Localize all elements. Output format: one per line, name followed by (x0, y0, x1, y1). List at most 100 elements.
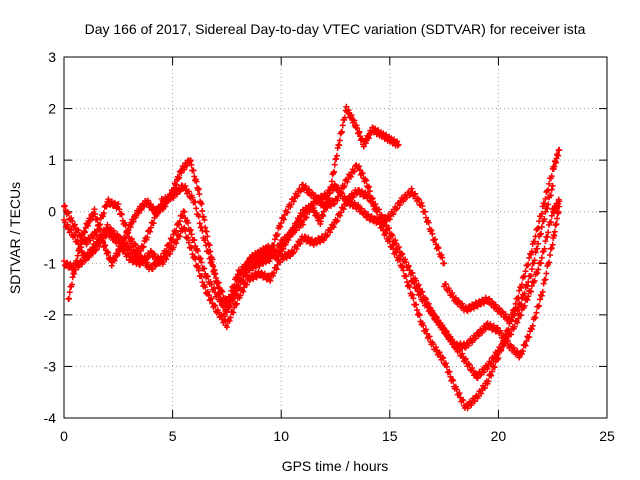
data-point (544, 233, 551, 240)
data-point (170, 244, 177, 251)
data-point (400, 267, 407, 274)
data-point (456, 390, 463, 397)
data-point (289, 250, 296, 257)
data-point (432, 344, 439, 351)
data-point (308, 201, 315, 208)
data-point (192, 199, 199, 206)
data-point (208, 281, 215, 288)
data-point (389, 242, 396, 249)
data-point (197, 255, 204, 262)
data-point (68, 281, 75, 288)
data-point (187, 226, 194, 233)
data-point (418, 199, 425, 206)
data-point (531, 277, 538, 284)
data-point (92, 211, 99, 218)
data-point (339, 128, 346, 135)
data-point (201, 216, 208, 223)
data-point (491, 364, 498, 371)
data-point (549, 241, 556, 248)
data-point (525, 279, 532, 286)
data-point (290, 198, 297, 205)
data-point (556, 203, 563, 210)
data-point (207, 248, 214, 255)
data-point (410, 276, 417, 283)
data-point (336, 137, 343, 144)
data-point (243, 281, 250, 288)
data-point (524, 262, 531, 269)
data-point (99, 213, 106, 220)
plot-frame (63, 56, 608, 419)
data-point (546, 252, 553, 259)
data-point (166, 251, 173, 258)
data-point (328, 178, 335, 185)
data-point (341, 193, 348, 200)
data-point (555, 152, 562, 159)
data-point (426, 333, 433, 340)
data-point (441, 325, 448, 332)
data-point (340, 206, 347, 213)
series-5 (408, 203, 563, 361)
data-point (489, 368, 496, 375)
data-point (363, 177, 370, 184)
data-point (190, 167, 197, 174)
data-point (496, 305, 503, 312)
y-axis-label: SDTVAR / TECUs (7, 182, 23, 294)
data-point (540, 280, 547, 287)
data-point (511, 323, 518, 330)
data-point (240, 288, 247, 295)
data-point (140, 256, 147, 263)
data-point (337, 209, 344, 216)
data-point (114, 251, 121, 258)
data-point (516, 354, 523, 361)
y-tick-label: 2 (48, 101, 56, 117)
data-point (75, 227, 82, 234)
data-point (394, 244, 401, 251)
data-point (334, 197, 341, 204)
data-point (61, 202, 68, 209)
data-point (548, 212, 555, 219)
data-point (422, 208, 429, 215)
data-point (280, 245, 287, 252)
data-point (383, 217, 390, 224)
data-point (341, 114, 348, 121)
data-point (412, 190, 419, 197)
data-point (399, 263, 406, 270)
data-point (436, 320, 443, 327)
data-point (365, 183, 372, 190)
data-point (449, 376, 456, 383)
data-point (532, 249, 539, 256)
data-point (547, 192, 554, 199)
data-point (533, 309, 540, 316)
data-point (459, 300, 466, 307)
data-point (542, 208, 549, 215)
data-point (548, 245, 555, 252)
data-point (471, 398, 478, 405)
data-point (331, 168, 338, 175)
data-point (525, 261, 532, 268)
data-point (523, 338, 530, 345)
data-point (330, 201, 337, 208)
data-point (488, 372, 495, 379)
data-point (258, 269, 265, 276)
y-tick-label: -3 (44, 358, 57, 374)
data-point (189, 194, 196, 201)
data-point (543, 270, 550, 277)
data-point (288, 201, 295, 208)
data-point (208, 295, 215, 302)
data-point (542, 276, 549, 283)
data-point (459, 350, 466, 357)
data-point (490, 356, 497, 363)
data-point (335, 184, 342, 191)
data-point (467, 306, 474, 313)
data-point (534, 225, 541, 232)
data-point (201, 265, 208, 272)
data-point (173, 227, 180, 234)
y-tick-label: -4 (44, 410, 57, 426)
data-point (537, 213, 544, 220)
data-point (447, 333, 454, 340)
data-point (436, 349, 443, 356)
data-point (325, 195, 332, 202)
data-point (355, 201, 362, 208)
data-point (207, 296, 214, 303)
data-point (430, 341, 437, 348)
